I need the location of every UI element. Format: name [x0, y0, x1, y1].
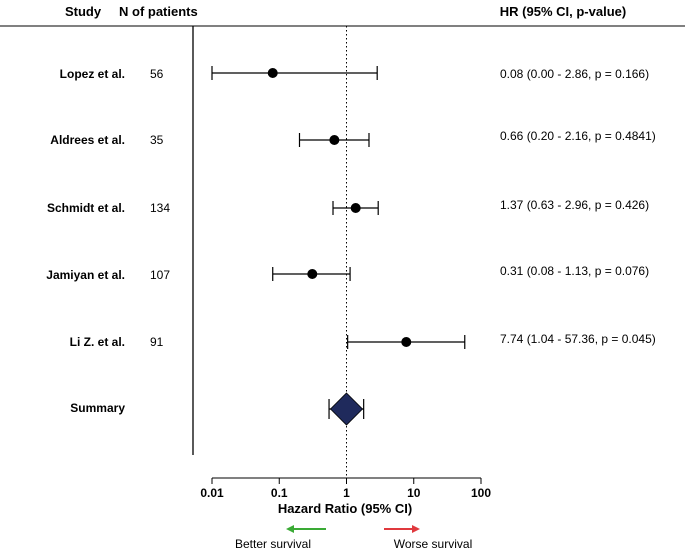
hr-point	[350, 203, 361, 213]
hr-point	[401, 337, 412, 347]
hr-point	[329, 135, 340, 145]
x-tick-label: 10	[407, 486, 421, 500]
x-tick-label: 0.1	[271, 486, 288, 500]
study-n: 35	[150, 133, 164, 147]
header-study: Study	[65, 4, 102, 19]
study-n: 91	[150, 335, 164, 349]
better-arrow-head	[286, 525, 294, 533]
worse-survival-label: Worse survival	[394, 537, 472, 551]
study-hr-label: 0.66 (0.20 - 2.16, p = 0.4841)	[500, 129, 656, 143]
study-name: Lopez et al.	[60, 67, 125, 81]
study-hr-label: 0.31 (0.08 - 1.13, p = 0.076)	[500, 264, 649, 278]
study-n: 107	[150, 268, 170, 282]
study-row: Li Z. et al. 91 7.74 (1.04 - 57.36, p = …	[70, 332, 656, 349]
worse-arrow-head	[412, 525, 420, 533]
study-row: Aldrees et al. 35 0.66 (0.20 - 2.16, p =…	[50, 129, 656, 147]
x-tick-label: 1	[343, 486, 350, 500]
study-name: Aldrees et al.	[50, 133, 125, 147]
header-n-patients: N of patients	[119, 4, 198, 19]
study-name: Jamiyan et al.	[46, 268, 125, 282]
study-hr-label: 0.08 (0.00 - 2.86, p = 0.166)	[500, 67, 649, 81]
study-name: Li Z. et al.	[70, 335, 125, 349]
study-hr-label: 1.37 (0.63 - 2.96, p = 0.426)	[500, 198, 649, 212]
x-tick-label: 0.01	[200, 486, 224, 500]
study-name: Schmidt et al.	[47, 201, 125, 215]
summary-row: Summary	[70, 392, 365, 426]
hr-point	[307, 269, 318, 279]
x-tick-label: 100	[471, 486, 491, 500]
hr-point	[267, 68, 278, 78]
x-axis-ticks: 0.01 0.1 1 10 100	[200, 478, 491, 500]
study-row: Lopez et al. 56 0.08 (0.00 - 2.86, p = 0…	[60, 66, 649, 81]
study-n: 56	[150, 67, 164, 81]
study-row: Jamiyan et al. 107 0.31 (0.08 - 1.13, p …	[46, 264, 649, 282]
study-row: Schmidt et al. 134 1.37 (0.63 - 2.96, p …	[47, 198, 649, 215]
better-survival-label: Better survival	[235, 537, 311, 551]
summary-diamond	[329, 392, 364, 426]
header-hr: HR (95% CI, p-value)	[500, 4, 626, 19]
study-hr-label: 7.74 (1.04 - 57.36, p = 0.045)	[500, 332, 656, 346]
x-axis-label: Hazard Ratio (95% CI)	[278, 501, 412, 516]
study-n: 134	[150, 201, 170, 215]
summary-label: Summary	[70, 401, 125, 415]
